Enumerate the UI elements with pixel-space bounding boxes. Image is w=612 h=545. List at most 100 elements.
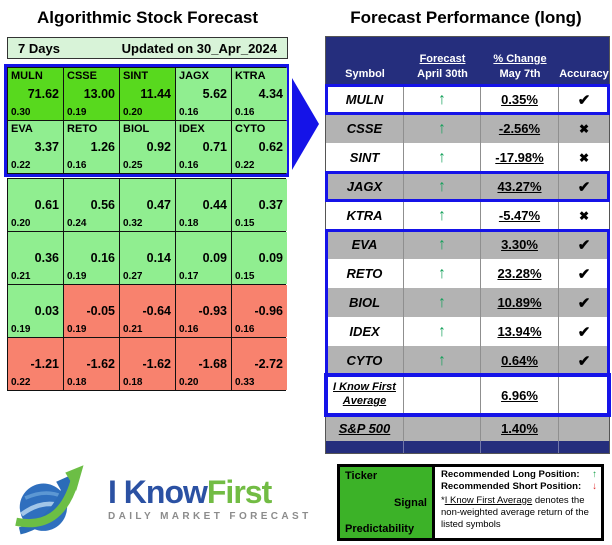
symbol-label: SINT (349, 150, 380, 165)
signal-value: 0.36 (34, 251, 59, 265)
symbol-cell: MULN (326, 85, 404, 114)
symbol-label: RETO (346, 266, 383, 281)
symbol-cell: I Know First Average (326, 375, 404, 415)
stock-cell-CYTO: CYTO 0.62 0.22 (232, 121, 287, 173)
predictability-value: 0.16 (179, 324, 199, 335)
predictability-value: 0.15 (235, 218, 255, 229)
accuracy-cell: ✔ (559, 317, 609, 346)
flow-arrow-icon (292, 78, 319, 170)
forecast-cell: ↑ (404, 85, 481, 114)
signal-value: -1.68 (198, 357, 228, 371)
signal-value: -1.62 (142, 357, 172, 371)
predictability-value: 0.20 (11, 218, 31, 229)
symbol-cell: S&P 500 (326, 415, 404, 441)
up-arrow-icon: ↑ (438, 235, 446, 253)
change-value: 23.28% (497, 266, 542, 281)
signal-value: 0.56 (90, 198, 115, 212)
stock-cell-KTRA: KTRA 4.34 0.16 (232, 68, 287, 120)
brand-logo: I KnowFirst DAILY MARKET FORECAST (12, 458, 312, 540)
signal-value: 0.44 (202, 198, 227, 212)
check-icon: ✔ (577, 236, 591, 254)
forecast-grid-top: MULN 71.62 0.30 CSSE 13.00 0.19 SINT 11.44 0.20 J… (7, 67, 287, 174)
accuracy-cell (559, 415, 609, 441)
stock-cell: -2.72 0.33 (232, 338, 287, 390)
up-arrow-icon: ↑ (438, 90, 446, 108)
signal-value: 0.71 (202, 140, 227, 154)
stock-cell: -0.93 0.16 (176, 285, 231, 337)
stock-cell: 0.03 0.19 (8, 285, 63, 337)
accuracy-cell: ✔ (559, 288, 609, 317)
signal-value: 0.03 (34, 304, 59, 318)
accuracy-cell: ✖ (559, 143, 609, 172)
signal-value: -0.05 (86, 304, 116, 318)
predictability-value: 0.16 (179, 107, 199, 118)
stock-cell-SINT: SINT 11.44 0.20 (120, 68, 175, 120)
left-panel-title: Algorithmic Stock Forecast (36, 8, 259, 27)
stock-cell: 0.14 0.27 (120, 232, 175, 284)
performance-row: S&P 500 1.40% (326, 415, 609, 441)
stock-cell-BIOL: BIOL 0.92 0.25 (120, 121, 175, 173)
predictability-value: 0.18 (67, 377, 87, 388)
forecast-grid-bottom: 0.61 0.20 0.56 0.24 0.47 0.32 0.44 0.18 0.37 0.15… (7, 178, 287, 391)
change-value: 43.27% (497, 179, 542, 194)
symbol-cell: EVA (326, 230, 404, 259)
performance-table-body: MULN ↑ 0.35% ✔ CSSE ↑ -2.56% ✖ SINT ↑ -17.98% ✖ JAGX… (324, 84, 611, 441)
predictability-value: 0.32 (123, 218, 143, 229)
predictability-value: 0.16 (67, 160, 87, 171)
symbol-cell: KTRA (326, 201, 404, 230)
ticker-label: CSSE (67, 70, 97, 82)
check-icon: ✔ (577, 265, 591, 283)
performance-row: SINT ↑ -17.98% ✖ (326, 143, 609, 172)
stock-cell: 0.61 0.20 (8, 179, 63, 231)
forecast-cell: ↑ (404, 114, 481, 143)
check-icon: ✔ (577, 352, 591, 370)
change-cell: 43.27% (481, 172, 559, 201)
cross-icon: ✖ (578, 121, 590, 136)
predictability-value: 0.19 (67, 107, 87, 118)
predictability-value: 0.25 (123, 160, 143, 171)
forecast-cell: ↑ (404, 346, 481, 375)
predictability-value: 0.16 (179, 160, 199, 171)
signal-value: 11.44 (140, 87, 171, 101)
signal-value: 1.26 (90, 140, 115, 154)
signal-value: -0.93 (198, 304, 228, 318)
accuracy-cell: ✔ (559, 259, 609, 288)
up-arrow-icon: ↑ (438, 148, 446, 166)
change-value: 0.35% (501, 92, 538, 107)
forecast-cell: ↑ (404, 143, 481, 172)
accuracy-cell (559, 375, 609, 415)
stock-cell: 0.37 0.15 (232, 179, 287, 231)
performance-row: IDEX ↑ 13.94% ✔ (326, 317, 609, 346)
accuracy-cell: ✖ (559, 201, 609, 230)
predictability-value: 0.22 (11, 160, 31, 171)
logo-text-secondary: First (206, 474, 272, 510)
up-arrow-icon: ↑ (438, 351, 446, 369)
predictability-value: 0.22 (11, 377, 31, 388)
signal-value: 71.62 (27, 87, 59, 101)
forecast-cell (404, 375, 481, 415)
legend-note-underlined: I Know First Average (444, 494, 533, 506)
stock-cell: -0.05 0.19 (64, 285, 119, 337)
stock-cell: 0.44 0.18 (176, 179, 231, 231)
predictability-value: 0.16 (235, 107, 255, 118)
up-arrow-icon: ↑ (438, 264, 446, 282)
stock-cell-MULN: MULN 71.62 0.30 (8, 68, 63, 120)
stock-cell: -1.62 0.18 (64, 338, 119, 390)
signal-value: -1.62 (86, 357, 116, 371)
performance-row: CSSE ↑ -2.56% ✖ (326, 114, 609, 143)
row-highlight-box: JAGX ↑ 43.27% ✔ (325, 171, 610, 202)
symbol-label: S&P 500 (338, 420, 391, 436)
symbol-cell: RETO (326, 259, 404, 288)
up-arrow-icon: ↑ (438, 177, 446, 195)
change-value: 3.30% (501, 237, 538, 252)
symbol-column-header: Symbol (345, 68, 385, 80)
symbol-cell: CSSE (326, 114, 404, 143)
predictability-value: 0.16 (235, 324, 255, 335)
symbol-label: I Know First (333, 381, 396, 394)
change-value: 6.96% (501, 387, 538, 403)
predictability-value: 0.30 (11, 107, 31, 118)
signal-value: 0.16 (90, 251, 115, 265)
predictability-value: 0.24 (67, 218, 87, 229)
stock-cell-EVA: EVA 3.37 0.22 (8, 121, 63, 173)
